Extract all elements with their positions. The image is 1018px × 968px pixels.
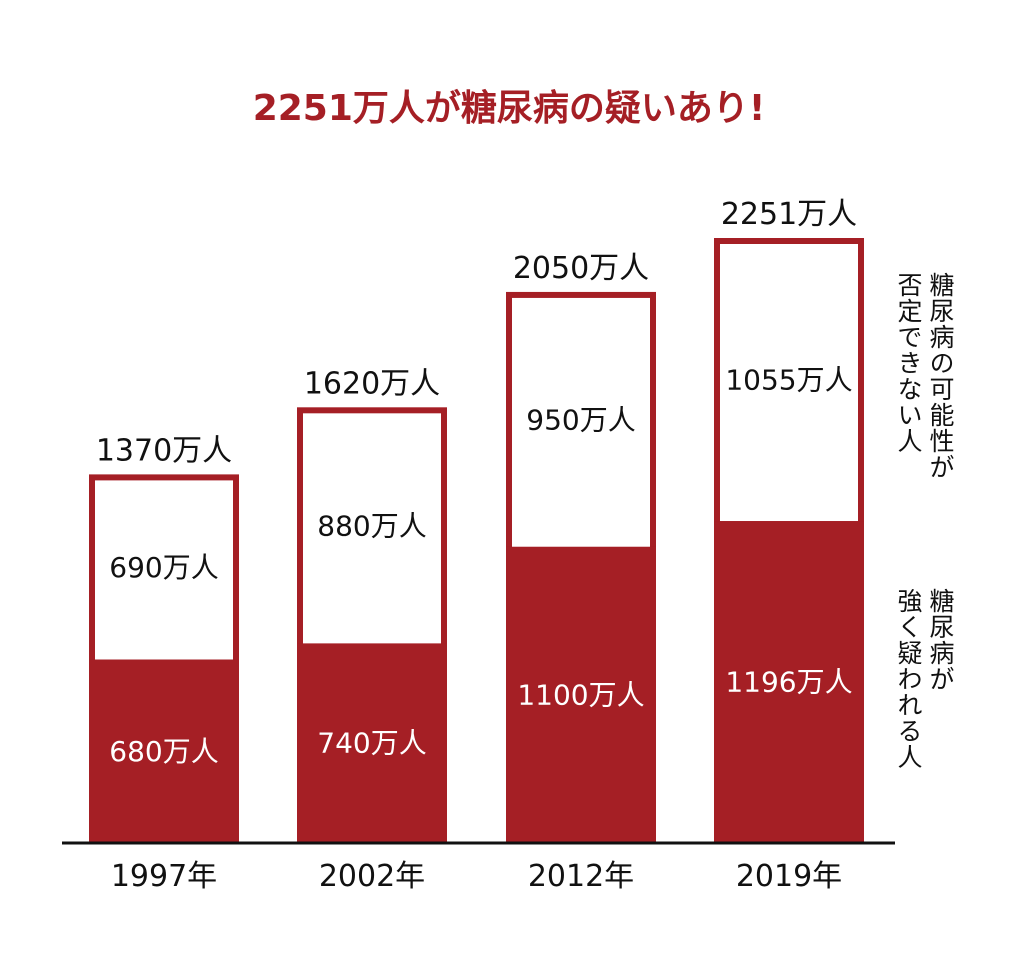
total-label-2: 2050万人 bbox=[513, 251, 649, 286]
total-label-3: 2251万人 bbox=[721, 197, 857, 232]
x-tick-label-3: 2019年 bbox=[736, 859, 842, 894]
data-label-strong-2: 1100万人 bbox=[517, 678, 644, 711]
data-label-strong-0: 680万人 bbox=[109, 735, 218, 768]
bar-segment-strong-3 bbox=[714, 521, 864, 842]
data-label-possible-0: 690万人 bbox=[109, 551, 218, 584]
total-label-0: 1370万人 bbox=[96, 433, 232, 468]
legend-strong-label: 糖尿病が 強く疑われる人 bbox=[894, 588, 955, 770]
bar-segment-possible-0 bbox=[89, 474, 239, 666]
bar-segment-strong-1 bbox=[297, 643, 447, 842]
data-label-possible-3: 1055万人 bbox=[725, 364, 852, 397]
bar-segment-possible-1 bbox=[297, 407, 447, 650]
data-label-possible-1: 880万人 bbox=[317, 509, 426, 542]
chart-title: 2251万人が糖尿病の疑いあり! bbox=[253, 88, 766, 129]
legend-possible-label: 糖尿病の可能性が 否定できない人 bbox=[894, 272, 955, 480]
data-label-possible-2: 950万人 bbox=[526, 403, 635, 436]
bar-segment-strong-0 bbox=[89, 659, 239, 842]
x-tick-label-2: 2012年 bbox=[528, 859, 634, 894]
data-label-strong-3: 1196万人 bbox=[725, 666, 852, 699]
total-label-1: 1620万人 bbox=[304, 366, 440, 401]
bar-segment-strong-2 bbox=[506, 546, 656, 842]
x-tick-label-1: 2002年 bbox=[319, 859, 425, 894]
data-label-strong-1: 740万人 bbox=[317, 727, 426, 760]
bar-segment-possible-2 bbox=[506, 291, 656, 553]
x-tick-label-0: 1997年 bbox=[111, 859, 217, 894]
